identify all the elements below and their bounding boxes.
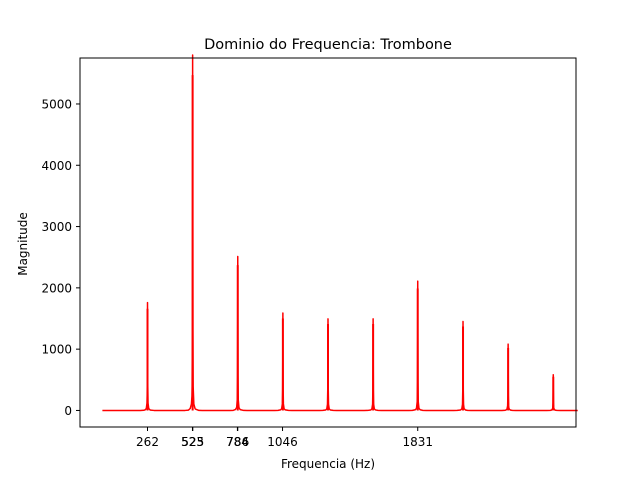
x-tick-label: 1046 [267, 435, 298, 449]
y-tick-label: 3000 [41, 220, 72, 234]
y-tick-label: 4000 [41, 159, 72, 173]
y-tick-label: 1000 [41, 343, 72, 357]
plot-frame [79, 57, 577, 428]
y-tick-label: 2000 [41, 281, 72, 295]
y-axis-ticks: 0 1000 2000 3000 4000 5000 [41, 97, 80, 418]
x-tick-label: 784 [226, 435, 249, 449]
x-tick-label: 523 [181, 435, 204, 449]
x-axis-label: Frequencia (Hz) [281, 457, 375, 471]
x-tick-label: 525 [181, 435, 204, 449]
chart-title: Dominio do Frequencia: Trombone [204, 37, 452, 53]
plot-area [102, 54, 578, 412]
x-tick-label: 262 [136, 435, 159, 449]
x-tick-label: 1831 [402, 435, 433, 449]
y-tick-label: 0 [64, 404, 72, 418]
x-tick-label: 786 [226, 435, 249, 449]
y-tick-label: 5000 [41, 97, 72, 111]
y-axis-label: Magnitude [16, 212, 30, 276]
